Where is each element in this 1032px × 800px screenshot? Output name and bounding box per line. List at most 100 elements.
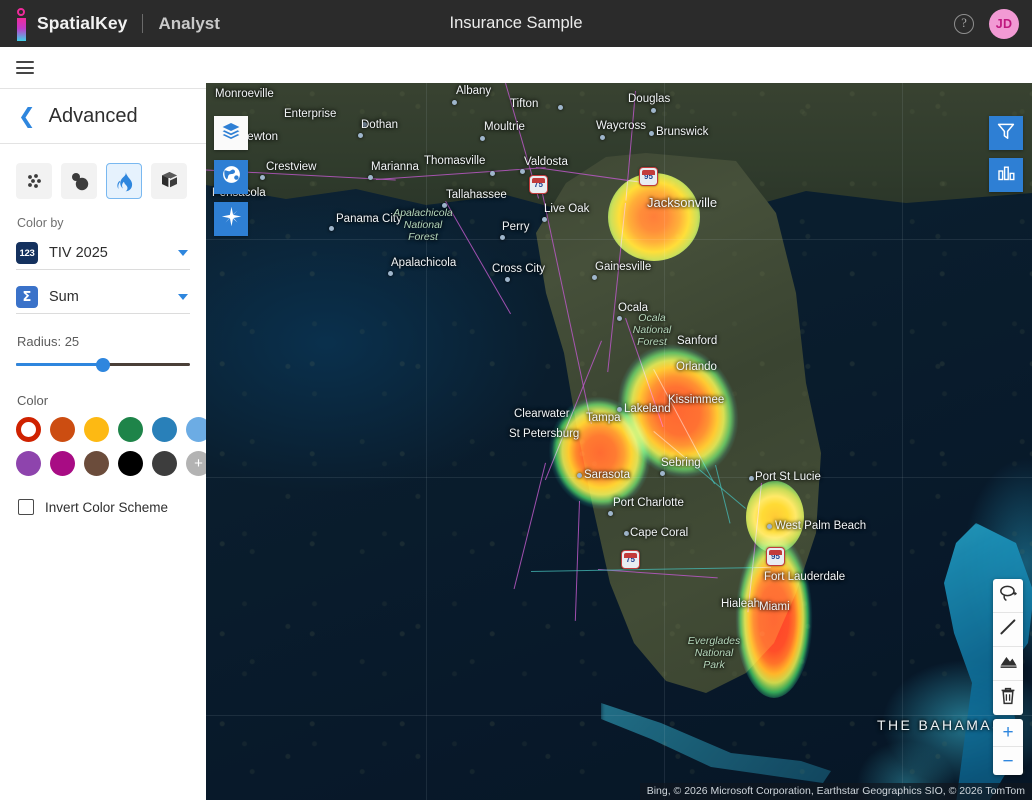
- color-swatch-blue[interactable]: [152, 417, 177, 442]
- zoom-out-button[interactable]: −: [1002, 750, 1014, 772]
- viz-mode-heatmap[interactable]: [106, 163, 142, 199]
- hamburger-icon[interactable]: [16, 58, 34, 77]
- radius-slider-fill: [16, 363, 103, 366]
- map-place-dot: [260, 175, 265, 180]
- line-icon: [999, 618, 1017, 641]
- viz-mode-clusters[interactable]: [61, 163, 97, 199]
- lasso-select-tool[interactable]: [993, 579, 1023, 613]
- lasso-icon: [999, 585, 1018, 607]
- map-place-dot: [442, 203, 447, 208]
- color-swatch-red[interactable]: [16, 417, 41, 442]
- map-place-dot: [624, 531, 629, 536]
- sigma-badge-icon: Σ: [16, 286, 38, 308]
- bubbles-icon: [69, 171, 90, 192]
- line-measure-tool[interactable]: [993, 613, 1023, 647]
- brand-divider: [142, 14, 144, 33]
- map-place-dot: [749, 476, 754, 481]
- color-by-field-value: TIV 2025: [49, 245, 108, 261]
- map-place-dot: [490, 171, 495, 176]
- map-place-dot: [592, 275, 597, 280]
- map-place-dot: [608, 511, 613, 516]
- map-place-dot: [600, 135, 605, 140]
- brand[interactable]: SpatialKey Analyst: [17, 7, 220, 41]
- polygon-tool[interactable]: [993, 647, 1023, 681]
- map-place-dot: [368, 175, 373, 180]
- aggregation-value: Sum: [49, 289, 79, 305]
- map-place-dot: [480, 136, 485, 141]
- flame-icon: [115, 171, 134, 192]
- viz-mode-scatter-points[interactable]: [16, 163, 52, 199]
- color-swatch-orange[interactable]: [50, 417, 75, 442]
- map-place-dot: [767, 524, 772, 529]
- brand-name: SpatialKey: [37, 13, 128, 33]
- map-place-dot: [452, 100, 457, 105]
- radius-slider-thumb[interactable]: [96, 358, 110, 372]
- invert-color-scheme-checkbox[interactable]: [18, 499, 34, 515]
- color-swatch-green[interactable]: [118, 417, 143, 442]
- top-bar-actions: ? JD: [954, 0, 1019, 47]
- help-circle-icon[interactable]: ?: [954, 13, 974, 34]
- left-panel: ❮ Advanced: [0, 47, 211, 800]
- zoom-in-button[interactable]: +: [993, 719, 1023, 747]
- top-bar: SpatialKey Analyst Insurance Sample ? JD: [0, 0, 1032, 47]
- radius-slider[interactable]: [16, 358, 190, 372]
- aggregation-select[interactable]: Σ Sum: [16, 281, 190, 314]
- caret-down-icon-2[interactable]: [178, 294, 188, 300]
- compass-button[interactable]: [214, 202, 248, 236]
- zoom-controls: + −: [993, 719, 1023, 775]
- map-canvas[interactable]: 75 95 75 95 Monroeville Albany Tifton Dougl…: [206, 83, 1032, 800]
- color-by-label: Color by: [17, 216, 64, 230]
- map-place-dot: [358, 133, 363, 138]
- avatar[interactable]: JD: [989, 8, 1019, 39]
- color-swatch-brown[interactable]: [84, 451, 109, 476]
- brand-product-name: Analyst: [158, 13, 220, 33]
- map-place-dot: [388, 271, 393, 276]
- panel-header: ❮ Advanced: [0, 89, 206, 144]
- basemap-button[interactable]: [214, 160, 248, 194]
- map-place-dot: [651, 108, 656, 113]
- highway-shield: 95: [766, 547, 785, 566]
- invert-color-scheme-label: Invert Color Scheme: [45, 499, 169, 515]
- color-swatch-magenta[interactable]: [50, 451, 75, 476]
- viz-mode-grid-3d[interactable]: [151, 163, 187, 199]
- map-attribution: Bing, © 2026 Microsoft Corporation, Eart…: [639, 783, 1032, 800]
- color-swatch-row-1: [0, 417, 211, 442]
- color-swatch-row-2: +: [0, 451, 211, 476]
- layers-icon: [221, 121, 241, 146]
- compass-star-icon: [221, 206, 242, 232]
- draw-tools: [993, 579, 1023, 715]
- layers-button[interactable]: [214, 116, 248, 150]
- map-place-dot: [329, 226, 334, 231]
- chevron-left-icon[interactable]: ❮: [18, 103, 36, 128]
- color-swatch-black[interactable]: [118, 451, 143, 476]
- menu-bar: [0, 47, 206, 89]
- panel-title: Advanced: [48, 104, 138, 127]
- map-place-dot: [505, 277, 510, 282]
- map-place-dot: [617, 407, 622, 412]
- filter-button[interactable]: [989, 116, 1023, 150]
- trash-icon: [1000, 687, 1016, 710]
- color-swatch-amber[interactable]: [84, 417, 109, 442]
- bar-chart-icon: [997, 164, 1016, 187]
- visualization-mode-group: [0, 144, 206, 199]
- map-place-dot: [617, 316, 622, 321]
- dots-icon: [24, 171, 44, 191]
- color-swatch-purple[interactable]: [16, 451, 41, 476]
- map-graticule: [206, 83, 1032, 800]
- funnel-icon: [997, 122, 1015, 145]
- map-place-dot: [362, 122, 367, 127]
- charts-button[interactable]: [989, 158, 1023, 192]
- map-place-dot: [577, 473, 582, 478]
- globe-icon: [221, 164, 242, 190]
- color-by-field-select[interactable]: 123 TIV 2025: [16, 237, 190, 270]
- highway-shield: 75: [621, 550, 640, 569]
- map-place-dot: [542, 217, 547, 222]
- polygon-icon: [999, 653, 1018, 674]
- highway-shield: 75: [529, 175, 548, 194]
- invert-color-scheme-row[interactable]: Invert Color Scheme: [0, 485, 206, 515]
- color-swatch-dark-gray[interactable]: [152, 451, 177, 476]
- numeric-field-badge-icon: 123: [16, 242, 38, 264]
- caret-down-icon[interactable]: [178, 250, 188, 256]
- delete-shapes-tool[interactable]: [993, 681, 1023, 715]
